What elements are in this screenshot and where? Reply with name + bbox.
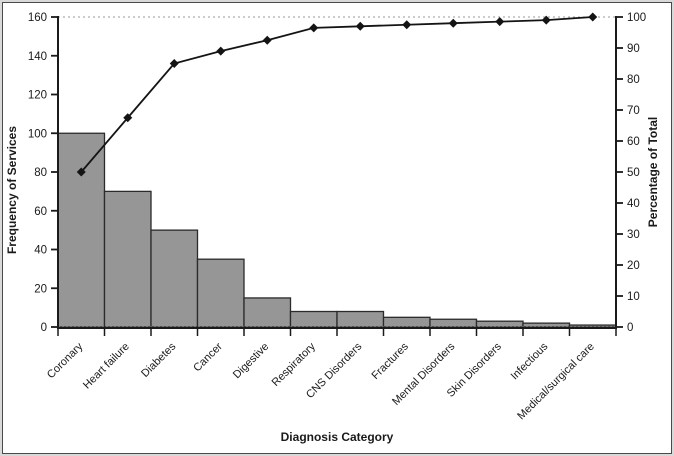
cumulative-point-marker [216,46,226,56]
right-tick-label: 100 [627,12,646,24]
left-tick-label: 120 [28,90,47,102]
right-tick-label: 90 [627,43,640,55]
x-category-label: Heart failure [81,341,132,392]
pareto-bar [57,132,106,328]
cumulative-point-marker [309,23,319,33]
pareto-bar [103,190,152,328]
pareto-bar [475,320,524,328]
x-category-label: Respiratory [270,340,319,389]
x-axis-title: Diagnosis Category [281,430,394,444]
left-tick-label: 40 [34,245,47,257]
left-tick-label: 100 [28,128,47,140]
right-tick-label: 10 [627,291,640,303]
pareto-bar [289,310,338,328]
cumulative-line [80,16,593,173]
pareto-bar [522,322,571,328]
cumulative-point-marker [262,35,272,45]
left-tick-label: 80 [34,167,47,179]
left-tick-label: 140 [28,51,47,63]
left-axis-title: Frequency of Services [5,126,19,254]
cumulative-point-marker [448,18,458,28]
pareto-bar [243,297,292,328]
cumulative-point-marker [495,17,505,27]
pareto-bar [150,229,199,328]
pareto-bar [336,310,385,328]
cumulative-point-marker [169,59,179,68]
x-category-label: Diabetes [139,340,179,380]
left-tick-label: 0 [41,322,47,334]
left-tick-label: 20 [34,283,47,295]
right-tick-label: 0 [627,322,633,334]
pareto-bar [429,318,478,328]
cumulative-point-marker [588,12,598,22]
cumulative-point-marker [355,21,365,31]
left-tick-label: 60 [34,206,47,218]
right-tick-label: 30 [627,229,640,241]
left-tick-label: 160 [28,12,47,24]
x-category-label: Medical/surgical care [515,341,597,423]
cumulative-point-marker [123,113,133,123]
right-tick-label: 40 [627,198,640,210]
right-tick-label: 80 [627,74,640,86]
right-tick-label: 20 [627,260,640,272]
pareto-bar [196,258,245,328]
pareto-bar [382,316,431,328]
x-category-label: Coronary [45,340,86,381]
cumulative-point-marker [402,20,412,30]
x-category-label: Infectious [509,340,551,382]
cumulative-point-marker [541,15,551,25]
pareto-bar [568,324,617,328]
x-category-label: Fractures [370,340,412,382]
right-axis-title: Percentage of Total [646,117,660,227]
x-category-label: Digestive [231,341,271,381]
right-tick-label: 50 [627,167,640,179]
cumulative-point-marker [76,167,86,177]
right-tick-label: 60 [627,136,640,148]
right-tick-label: 70 [627,105,640,117]
x-category-label: Cancer [191,340,225,374]
